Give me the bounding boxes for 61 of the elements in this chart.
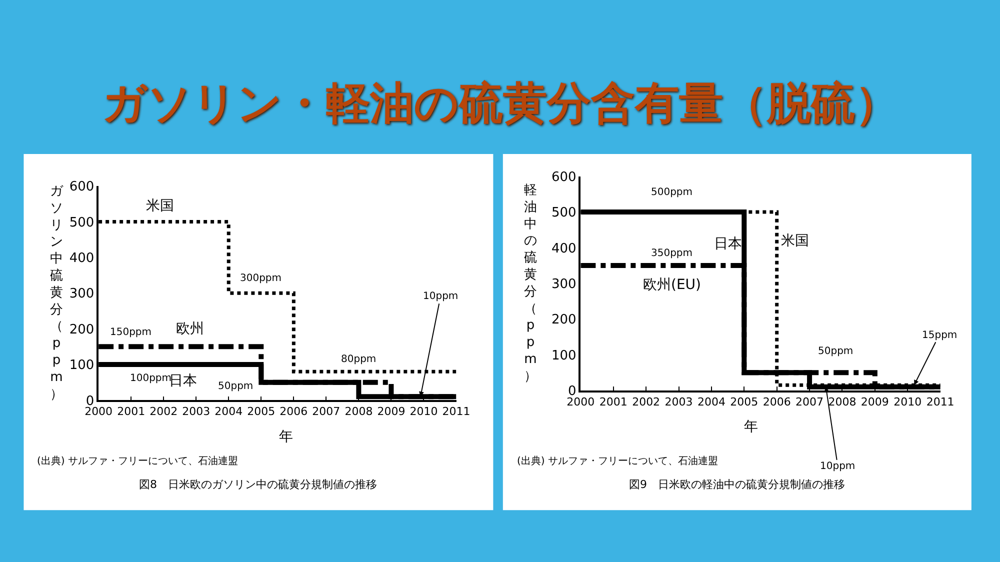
y-tick-label: 400 [69,250,94,266]
x-tick-label: 2002 [632,395,660,408]
x-tick-label: 2001 [599,395,628,408]
annotation: 50ppm [218,381,254,392]
x-tick-label: 2008 [344,405,373,418]
x-tick-label: 2000 [566,395,595,408]
annotation: 80ppm [341,354,376,365]
x-tick-label: 2004 [214,405,243,418]
annotation: 500ppm [651,187,693,198]
y-tick-label: 500 [552,206,576,221]
x-tick-label: 2005 [247,405,276,418]
text: 軽油中の硫黄分（ppm） [524,183,537,384]
series-label: 日本 [714,236,742,252]
y-tick-label: 300 [69,286,94,302]
x-tick-label: 2002 [150,405,178,418]
y-tick-label: 100 [69,358,94,374]
x-tick-label: 2010 [894,395,922,408]
y-tick-label: 500 [69,215,94,230]
x-tick-label: 2003 [664,395,693,408]
annotation: 15ppm [922,330,958,341]
annotation: 350ppm [651,248,693,259]
y-tick-label: 300 [552,276,576,292]
caption: 図8 日米欧のガソリン中の硫黄分規制値の推移 [139,478,377,491]
caption: 図9 日米欧の軽油中の硫黄分規制値の推移 [629,478,845,491]
x-tick-label: 2003 [182,405,210,418]
x-tick-label: 2009 [860,395,889,408]
x-tick-label: 2010 [410,405,438,418]
x-tick-label: 2011 [926,395,954,408]
x-tick-label: 2007 [312,405,340,418]
y-tick-label: 600 [552,170,576,185]
x-axis-title: 年 [744,419,758,435]
x-tick-label: 2004 [697,395,726,408]
series-label: 米国 [146,198,174,214]
text: ガソリン中硫黄分（ppm） [50,184,63,402]
x-tick-label: 2007 [796,395,824,408]
series-label: 米国 [781,233,809,249]
x-tick-label: 2009 [377,405,406,418]
y-tick-label: 600 [69,180,94,195]
x-axis-title: 年 [279,429,293,445]
x-tick-label: 2006 [762,395,791,408]
y-tick-label: 400 [552,241,576,256]
x-tick-label: 2001 [117,405,146,418]
x-tick-label: 2011 [442,405,470,418]
annotation: 50ppm [818,346,854,357]
y-tick-label: 100 [552,348,576,364]
series-label: 欧州(EU) [643,277,702,293]
text: (出典) サルファ・フリーについて、石油連盟 [517,455,718,467]
annotation: 300ppm [240,273,282,284]
series-label: 欧州 [176,321,204,337]
x-tick-label: 2000 [84,405,113,418]
annotation: 10ppm [820,461,856,472]
annotation: 10ppm [423,291,458,302]
x-tick-label: 2005 [730,395,758,408]
chart-title: ガソリン・軽油の硫黄分含有量（脱硫） [102,78,899,129]
text: (出典) サルファ・フリーについて、石油連盟 [37,455,238,467]
y-tick-label: 200 [69,322,94,338]
annotation: 150ppm [110,327,152,338]
x-tick-label: 2006 [280,405,308,418]
annotation: 100ppm [130,373,172,384]
x-tick-label: 2008 [828,395,856,408]
y-tick-label: 200 [552,312,576,328]
